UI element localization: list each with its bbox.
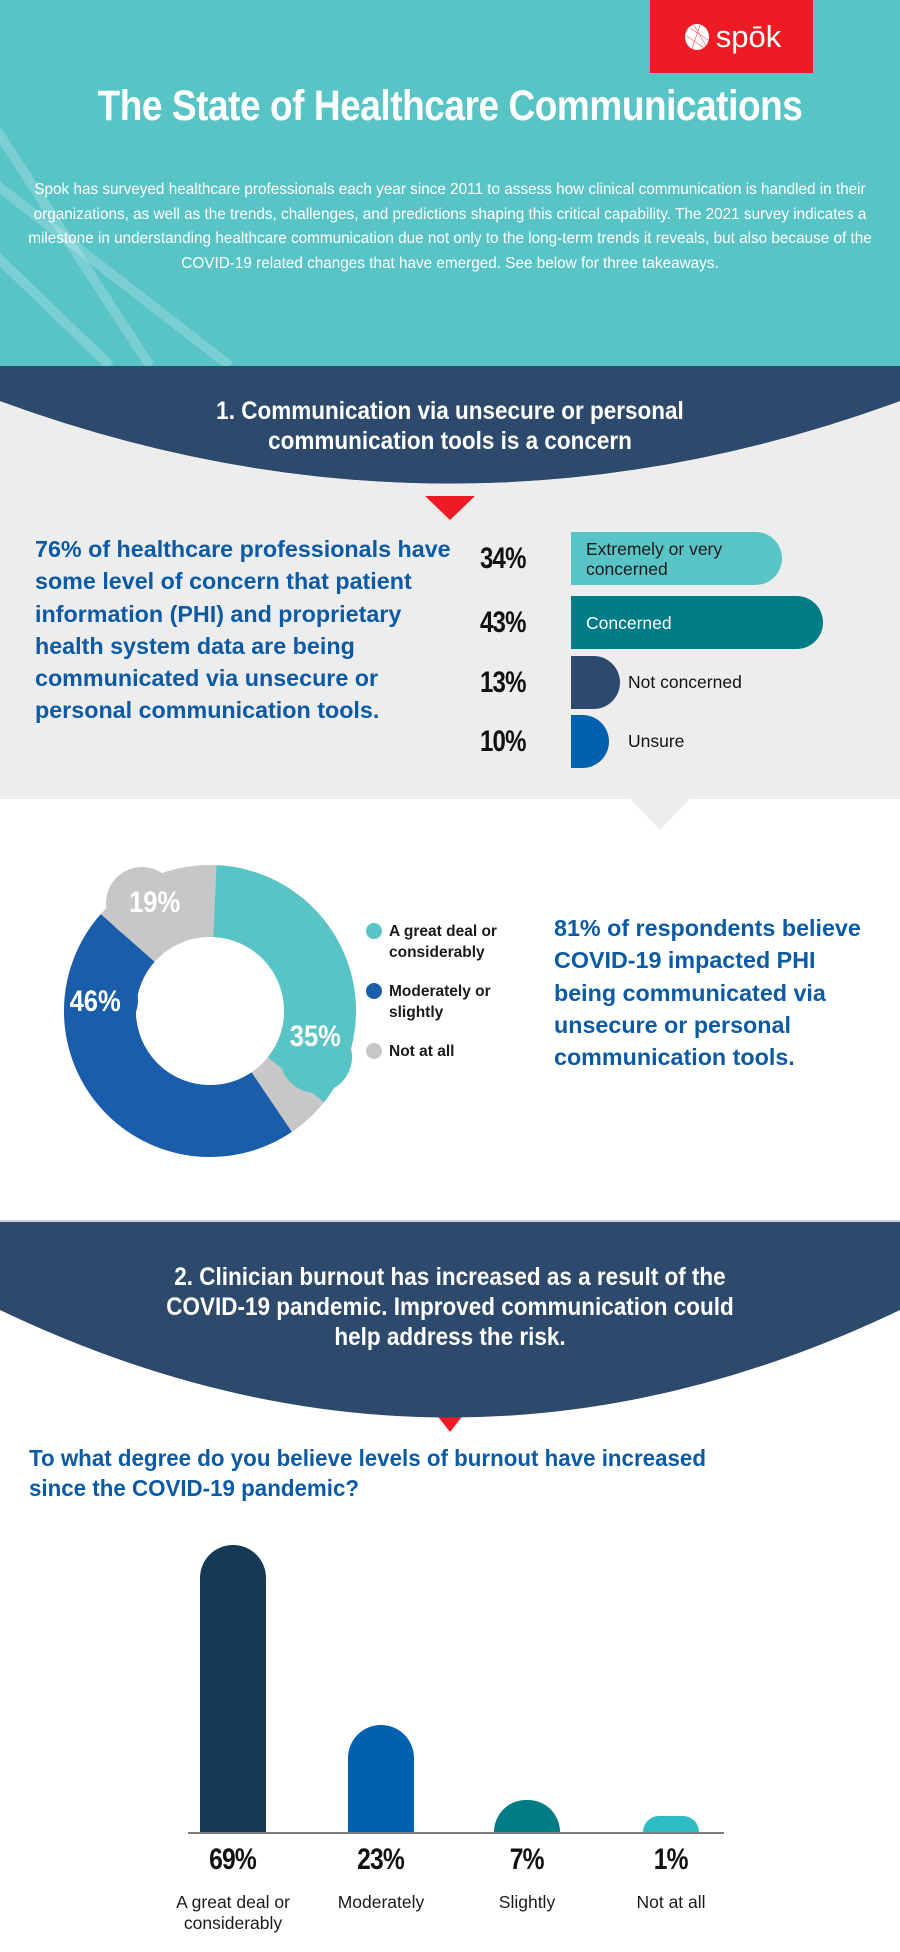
spok-globe-icon bbox=[684, 23, 709, 50]
donut-legend: A great deal or considerably Moderately … bbox=[366, 921, 529, 1080]
burnout-question: To what degree do you believe levels of … bbox=[29, 1445, 706, 1501]
bar-category-label: Slightly bbox=[498, 1892, 556, 1912]
plot-area bbox=[188, 1530, 724, 1832]
legend-label: A great deal or considerably bbox=[389, 923, 497, 961]
bar-great-deal bbox=[200, 1545, 266, 1832]
bar-label: Not concerned bbox=[628, 672, 742, 692]
donut-label-great-deal: 35% bbox=[290, 1019, 341, 1052]
section1-banner: 1. Communication via unsecure or persona… bbox=[0, 366, 900, 526]
covid-impact-donut-chart: 19% 46% 35% bbox=[64, 865, 356, 1157]
bar-slightly bbox=[494, 1800, 560, 1832]
concern-statement: 76% of healthcare professionals have som… bbox=[35, 536, 451, 724]
section2-banner: 2. Clinician burnout has increased as a … bbox=[0, 1220, 900, 1434]
spok-logo[interactable]: spōk bbox=[650, 0, 813, 73]
hero-header: spōk The State of Healthcare Communicati… bbox=[0, 0, 900, 366]
logo-text: spōk bbox=[715, 18, 782, 54]
bar-label: Extremely or very concerned bbox=[586, 538, 723, 579]
bar-row: 10% Unsure bbox=[480, 714, 684, 769]
bar-value: 1% bbox=[654, 1843, 689, 1876]
banner-shape bbox=[0, 1220, 900, 1432]
page-title: The State of Healthcare Communications bbox=[97, 82, 803, 130]
x-axis-line bbox=[188, 1832, 724, 1834]
bar-row: 13% Not concerned bbox=[480, 655, 742, 710]
bar-row: 43% Concerned bbox=[480, 595, 823, 650]
bar-moderately bbox=[348, 1725, 414, 1832]
banner-shape bbox=[0, 366, 900, 520]
bar-unsure bbox=[571, 715, 609, 768]
donut-slice-great-deal bbox=[64, 865, 356, 1157]
legend-label: Not at all bbox=[389, 1043, 455, 1060]
bar-label: Unsure bbox=[628, 731, 685, 751]
decorative-lines bbox=[0, 126, 234, 366]
bar-extremely-concerned: Extremely or very concerned bbox=[571, 532, 782, 585]
legend-item: Moderately or slightly bbox=[366, 981, 529, 1023]
legend-swatch bbox=[366, 983, 382, 999]
bar-value: 34% bbox=[480, 541, 526, 575]
grey-pointer bbox=[630, 799, 690, 830]
legend-swatch bbox=[366, 1043, 382, 1059]
donut-label-not-at-all: 19% bbox=[129, 885, 180, 918]
section2-title: 2. Clinician burnout has increased as a … bbox=[166, 1263, 734, 1351]
burnout-bar-chart: 69% 23% 7% 1% A great deal or considerab… bbox=[176, 1530, 724, 1940]
legend-item: A great deal or considerably bbox=[366, 921, 529, 963]
bar-label: Concerned bbox=[586, 612, 672, 633]
bar-value: 23% bbox=[357, 1843, 406, 1876]
legend-label: Moderately or slightly bbox=[389, 983, 491, 1021]
bar-concerned: Concerned bbox=[571, 596, 823, 649]
bar-category-label: Not at all bbox=[636, 1892, 706, 1912]
bar-value: 13% bbox=[480, 665, 526, 699]
covid-impact-statement: 81% of respondents believe COVID-19 impa… bbox=[554, 915, 861, 1071]
legend-swatch bbox=[366, 923, 382, 939]
bar-value: 10% bbox=[480, 724, 526, 758]
bar-row: 34% Extremely or very concerned bbox=[480, 531, 782, 586]
bar-category-label: A great deal or considerably bbox=[176, 1892, 290, 1933]
donut-label-moderately: 46% bbox=[70, 984, 121, 1017]
bar-not-concerned bbox=[571, 656, 620, 709]
bar-category-label: Moderately bbox=[337, 1892, 425, 1912]
legend-item: Not at all bbox=[366, 1041, 529, 1062]
bar-value: 43% bbox=[480, 605, 526, 639]
bar-value: 69% bbox=[209, 1843, 258, 1876]
bar-value: 7% bbox=[510, 1843, 545, 1876]
intro-paragraph: Spok has surveyed healthcare professiona… bbox=[28, 181, 872, 272]
bar-not-at-all bbox=[643, 1816, 699, 1832]
section1-title: 1. Communication via unsecure or persona… bbox=[216, 397, 684, 455]
